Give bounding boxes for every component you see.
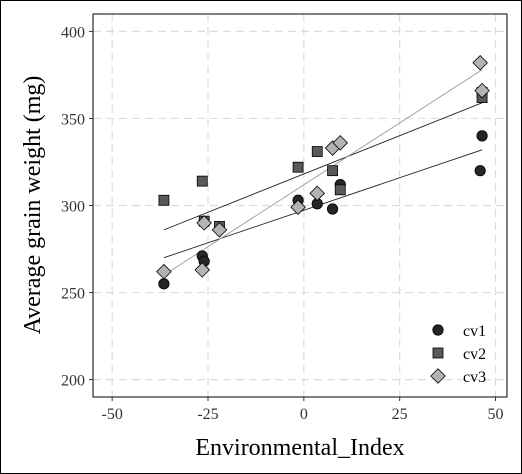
point-cv3 — [290, 199, 306, 216]
legend: cv1 cv2 cv3 — [430, 323, 486, 386]
x-tick-label: 0 — [300, 406, 308, 423]
point-cv3 — [194, 262, 211, 278]
point-cv3 — [196, 215, 212, 231]
x-tick-label: 25 — [392, 406, 408, 423]
point-cv3 — [156, 263, 172, 280]
legend-label-cv1: cv1 — [463, 323, 486, 340]
point-cv1 — [158, 278, 170, 290]
point-cv3 — [211, 222, 228, 238]
legend-key-cv3 — [430, 368, 446, 384]
point-cv3 — [472, 54, 488, 71]
point-cv2 — [311, 146, 323, 157]
legend-key-cv2 — [432, 347, 444, 359]
legend-key-cv1 — [432, 324, 444, 336]
y-tick-label: 400 — [61, 24, 85, 41]
axis-ticks: -50 -25 0 25 50 200 250 300 350 400 — [61, 24, 504, 423]
y-tick-label: 350 — [61, 111, 85, 128]
data-points — [156, 54, 490, 290]
x-axis-title: Environmental_Index — [195, 435, 404, 461]
x-tick-label: -25 — [197, 406, 218, 423]
x-tick-label: -50 — [102, 406, 123, 423]
legend-label-cv3: cv3 — [463, 369, 486, 386]
point-cv2 — [158, 194, 170, 206]
point-cv2 — [292, 161, 304, 173]
point-cv1 — [476, 130, 488, 142]
y-tick-label: 200 — [61, 373, 85, 390]
x-tick-label: 50 — [488, 406, 504, 423]
point-cv3 — [309, 185, 326, 202]
y-tick-label: 300 — [61, 199, 85, 216]
fit-line-cv2 — [163, 102, 483, 231]
point-cv1 — [474, 165, 486, 177]
legend-label-cv2: cv2 — [463, 346, 486, 363]
point-cv3 — [474, 82, 490, 99]
point-cv1 — [326, 203, 339, 215]
point-cv3 — [332, 135, 349, 151]
fit-line-cv1 — [163, 149, 483, 259]
fit-lines — [163, 69, 483, 276]
point-cv2 — [196, 175, 208, 187]
y-axis-title: Average grain weight (mg) — [20, 76, 46, 335]
point-cv2 — [334, 184, 346, 196]
y-tick-label: 250 — [61, 286, 85, 303]
point-cv2 — [327, 165, 338, 177]
fit-line-cv3 — [163, 69, 483, 276]
